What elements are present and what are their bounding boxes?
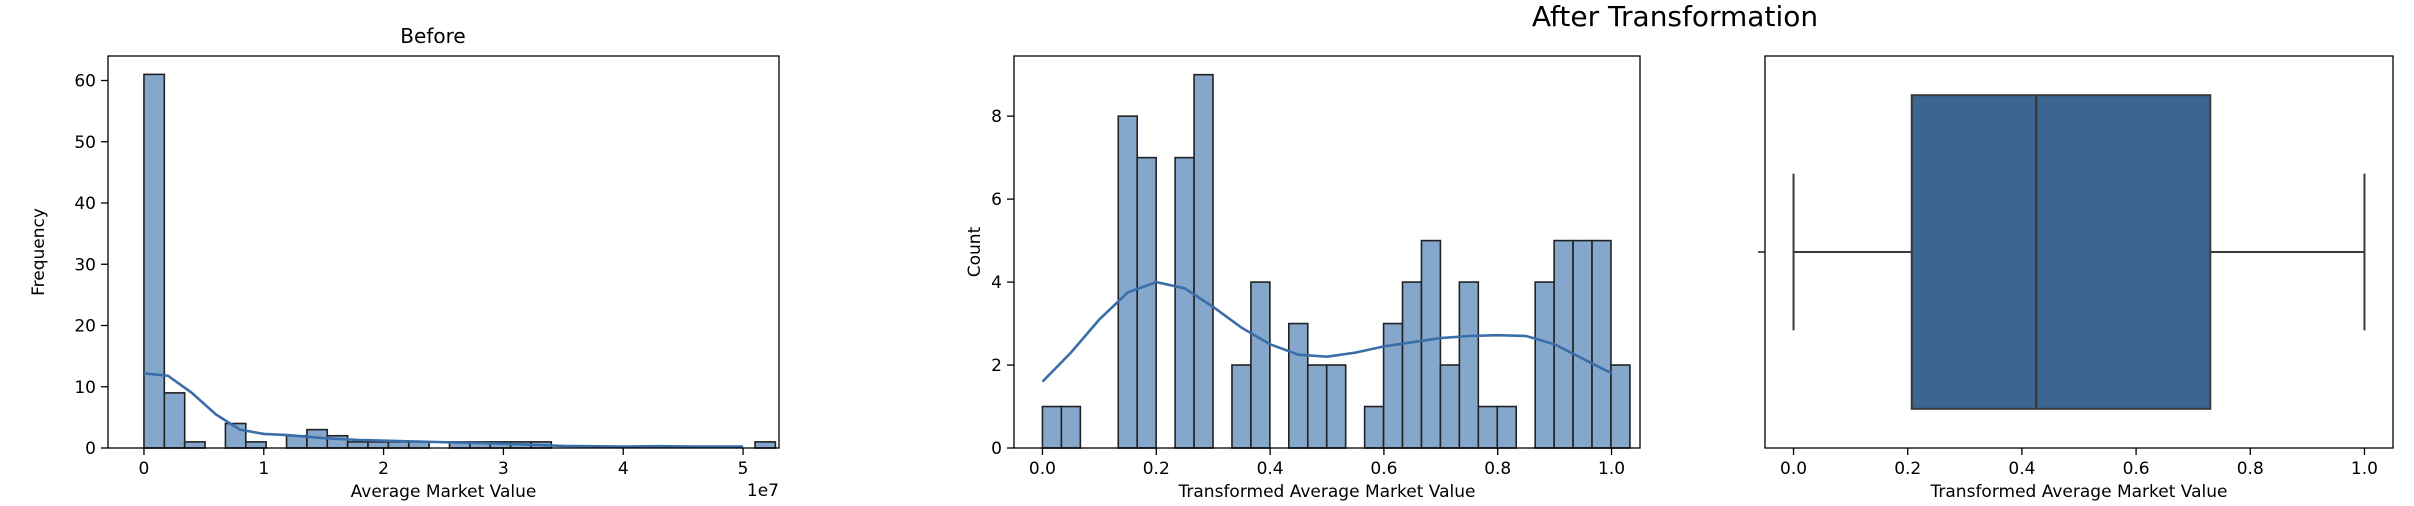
before-axes-frame — [107, 55, 780, 449]
histogram-bar — [1591, 239, 1612, 449]
y-tick-label: 0 — [991, 439, 1002, 459]
y-tick-label: 6 — [991, 190, 1002, 210]
before-y-ticks: 0 10 20 30 40 50 60 — [74, 72, 108, 459]
boxplot-x-ticks: 0.0 0.2 0.4 0.6 0.8 1.0 — [1780, 448, 2378, 479]
y-tick-label: 10 — [74, 378, 96, 398]
histogram-bar — [346, 441, 369, 449]
histogram-bar — [1174, 156, 1195, 449]
histogram-bar — [143, 73, 166, 449]
boxplot-x-axis-label: Transformed Average Market Value — [1930, 482, 2228, 502]
y-tick-label: 4 — [991, 273, 1002, 293]
histogram-bar — [244, 441, 267, 449]
histogram-bar — [1060, 405, 1082, 449]
x-tick-label: 5 — [738, 459, 749, 479]
x-tick-label: 0.2 — [1894, 459, 1921, 479]
x-tick-label: 1 — [258, 459, 269, 479]
y-tick-label: 60 — [74, 72, 96, 92]
y-tick-label: 0 — [85, 439, 96, 459]
boxplot-marks — [1792, 94, 2366, 410]
histogram-bar — [1193, 73, 1214, 449]
x-tick-label: 0 — [139, 459, 150, 479]
histogram-bar — [387, 441, 410, 449]
histogram-bar — [1420, 239, 1442, 449]
histogram-bar — [1439, 364, 1461, 449]
x-tick-label: 1.0 — [2351, 459, 2378, 479]
after-axes-frame — [1013, 55, 1641, 449]
histogram-bar — [1306, 364, 1328, 449]
histogram-bar — [1325, 364, 1347, 449]
histogram-bar — [163, 392, 186, 449]
before-x-ticks: 0 1 2 3 4 5 — [139, 448, 749, 479]
x-tick-label: 0.4 — [1257, 459, 1284, 479]
histogram-bar — [1477, 405, 1499, 449]
x-tick-label: 4 — [618, 459, 629, 479]
after-histogram-bars — [1041, 73, 1631, 449]
after-histogram-panel: 0.0 0.2 0.4 0.6 0.8 1.0 0 2 4 6 8 Transformed Ave… — [965, 55, 1641, 502]
before-x-axis-label: Average Market Value — [351, 482, 537, 502]
histogram-bar — [1534, 281, 1555, 449]
before-y-axis-label: Frequency — [29, 208, 49, 296]
histogram-bar — [1401, 281, 1423, 449]
boxplot-panel: 0.0 0.2 0.4 0.6 0.8 1.0 Transformed Average M… — [1758, 55, 2394, 502]
after-kde-curve — [1041, 280, 1613, 383]
interquartile-box — [1910, 94, 2212, 410]
x-tick-label: 0.0 — [1029, 459, 1056, 479]
histogram-bar — [367, 441, 390, 449]
x-tick-label: 3 — [498, 459, 509, 479]
x-tick-label: 0.4 — [2008, 459, 2035, 479]
x-tick-label: 0.8 — [1484, 459, 1511, 479]
histogram-bar — [1288, 322, 1309, 449]
x-tick-label: 0.6 — [1370, 459, 1397, 479]
x-tick-label: 1.0 — [1598, 459, 1625, 479]
histogram-bar — [1496, 405, 1518, 449]
histogram-bar — [1250, 281, 1271, 449]
histogram-bar — [754, 441, 777, 449]
histogram-bar — [1572, 239, 1593, 449]
histogram-bar — [183, 441, 206, 449]
x-tick-label: 2 — [378, 459, 389, 479]
histogram-bar — [1382, 322, 1404, 449]
before-panel-title: Before — [400, 24, 465, 48]
x-tick-label: 0.6 — [2123, 459, 2150, 479]
x-tick-label: 0.8 — [2237, 459, 2264, 479]
after-x-ticks: 0.0 0.2 0.4 0.6 0.8 1.0 — [1029, 448, 1625, 479]
histogram-bar — [1041, 405, 1063, 449]
histogram-bar — [1363, 405, 1385, 449]
after-y-ticks: 0 2 4 6 8 — [991, 107, 1014, 459]
x-tick-label: 0.2 — [1143, 459, 1170, 479]
y-tick-label: 40 — [74, 194, 96, 214]
after-y-axis-label: Count — [965, 226, 985, 277]
histogram-bar — [1458, 281, 1480, 449]
y-tick-label: 8 — [991, 107, 1002, 127]
histogram-bar — [1610, 364, 1631, 449]
histogram-bar — [1136, 156, 1157, 449]
y-tick-label: 30 — [74, 255, 96, 275]
after-x-axis-label: Transformed Average Market Value — [1178, 482, 1476, 502]
before-x-offset-label: 1e7 — [747, 481, 779, 501]
x-tick-label: 0.0 — [1780, 459, 1807, 479]
before-histogram-panel: Before 0 1 2 3 4 5 0 10 20 30 40 50 60 Average Mark… — [29, 24, 780, 502]
figure-suptitle: After Transformation — [1532, 0, 1818, 33]
histogram-bar — [1117, 115, 1139, 449]
y-tick-label: 50 — [74, 133, 96, 153]
y-tick-label: 2 — [991, 356, 1002, 376]
y-tick-label: 20 — [74, 317, 96, 337]
histogram-bar — [1231, 364, 1252, 449]
before-kde-curve — [143, 372, 744, 448]
